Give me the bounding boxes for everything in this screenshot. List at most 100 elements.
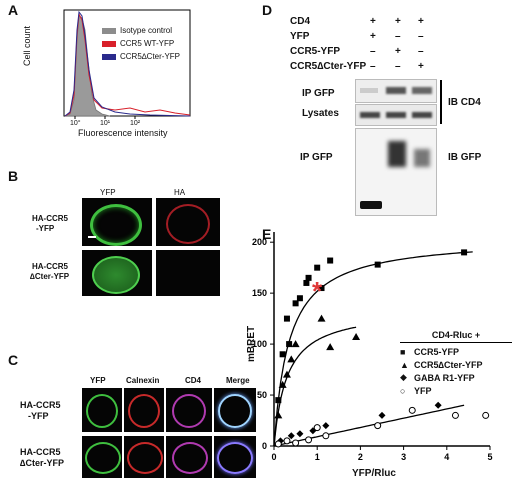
cond-mark: + (370, 16, 376, 27)
legend-item-isotype: Isotype control (102, 24, 180, 37)
data-point-circle (313, 424, 321, 432)
data-point-circle (408, 406, 416, 414)
panel-b-row1-label2: -YFP (36, 224, 55, 233)
panel-c-header-cd4: CD4 (185, 376, 202, 385)
panel-c-row2-label2: ∆Cter-YFP (20, 458, 65, 468)
panel-b-header-yfp: YFP (100, 188, 116, 197)
triangle-marker-icon: ▲ (400, 359, 409, 370)
blot-lysates (355, 104, 437, 126)
legend-label: CCR5 WT-YFP (120, 39, 175, 48)
panel-a-tick-1: 10¹ (100, 120, 111, 127)
data-point-triangle (282, 370, 291, 378)
data-point-circle (283, 437, 291, 445)
x-tick-label: 2 (358, 452, 363, 462)
data-point-circle (451, 411, 459, 419)
legend-item-dcter: CCR5∆Cter-YFP (102, 50, 180, 63)
ib-label-gfp: IB GFP (448, 152, 482, 163)
x-tick-label: 1 (315, 452, 320, 462)
panel-a-histogram (0, 0, 210, 140)
data-point-square (292, 300, 299, 307)
data-point-square (374, 261, 381, 268)
legend-item-ccr5dcter: ▲ CCR5∆Cter-YFP (400, 358, 512, 371)
data-point-diamond (322, 422, 330, 430)
cond-mark: – (418, 46, 424, 57)
legend-item-wt: CCR5 WT-YFP (102, 37, 180, 50)
b-yfp-image-2 (82, 250, 152, 296)
data-point-square (296, 295, 303, 302)
legend-item-gaba: ◆ GABA R1-YFP (400, 371, 512, 384)
legend-title: CD4-Rluc + (400, 330, 512, 343)
blot-ip-cd4 (355, 79, 437, 103)
y-tick-label: 100 (252, 339, 267, 349)
panel-c-header-yfp: YFP (90, 376, 106, 385)
data-point-square (303, 279, 310, 286)
cond-label-ccr5: CCR5-YFP (290, 46, 341, 57)
x-tick-label: 3 (401, 452, 406, 462)
data-point-triangle (274, 411, 283, 419)
cond-mark: + (395, 46, 401, 57)
cond-mark: – (418, 31, 424, 42)
histogram-frame (63, 9, 191, 117)
c-cd4-image-1 (166, 388, 212, 432)
ccr5-dcter-curve (64, 10, 191, 117)
data-point-diamond (434, 401, 442, 409)
panel-c-row2-label1: HA-CCR5 (20, 447, 61, 457)
cond-label-yfp: YFP (290, 31, 310, 42)
data-point-triangle (317, 314, 326, 322)
panel-a-letter: A (8, 2, 19, 18)
c-merge-image-1 (214, 388, 256, 432)
cond-mark: + (370, 31, 376, 42)
cond-mark: + (395, 16, 401, 27)
cond-label-ccr5dcter: CCR5∆Cter-YFP (290, 61, 367, 72)
fit-curve-0 (273, 251, 473, 447)
data-point-square (327, 257, 334, 264)
cond-mark: + (418, 61, 424, 72)
chart-xlabel: YFP/Rluc (352, 468, 396, 479)
panel-b-letter: B (8, 168, 19, 184)
legend-label: CCR5∆Cter-YFP (120, 52, 181, 61)
c-yfp-image-2 (82, 436, 122, 478)
data-point-square (275, 397, 282, 404)
panel-b-header-ha: HA (174, 188, 186, 197)
panel-a-tick-0: 10° (70, 120, 81, 127)
data-point-circle (274, 440, 282, 448)
cond-mark: – (395, 61, 401, 72)
panel-c-letter: C (8, 352, 19, 368)
panel-a-tick-2: 10² (130, 120, 141, 127)
diamond-marker-icon: ◆ (400, 372, 407, 382)
data-point-triangle (287, 355, 296, 363)
legend-label: CCR5-YFP (414, 346, 460, 357)
c-yfp-image-1 (82, 388, 122, 432)
data-point-square (286, 341, 293, 348)
legend-label: CCR5∆Cter-YFP (414, 359, 483, 370)
panel-b-row1-label1: HA-CCR5 (32, 214, 68, 223)
data-point-triangle (352, 332, 361, 340)
chart-ylabel: mBRET (246, 325, 257, 362)
data-point-triangle (291, 340, 300, 348)
blot-ip-gfp (355, 128, 437, 216)
data-point-diamond (296, 430, 304, 438)
c-calnexin-image-1 (124, 388, 164, 432)
c-calnexin-image-2 (124, 436, 164, 478)
panel-a-xlabel: Fluorescence intensity (78, 128, 168, 138)
ib-label-cd4: IB CD4 (448, 97, 481, 108)
legend-item-yfp: ○ YFP (400, 384, 512, 397)
legend-item-ccr5: ■ CCR5-YFP (400, 345, 512, 358)
data-point-diamond (287, 432, 295, 440)
data-point-circle (374, 422, 382, 430)
cond-mark: – (370, 46, 376, 57)
blot-label-ip-cd4: IP GFP (302, 88, 335, 99)
legend-swatch (102, 27, 116, 34)
circle-marker-icon: ○ (400, 385, 406, 396)
data-point-circle (292, 439, 300, 447)
legend-swatch (102, 40, 116, 47)
data-point-circle (322, 432, 330, 440)
data-point-square (314, 264, 321, 271)
blot-label-lysates: Lysates (302, 108, 339, 119)
b-yfp-image-1 (82, 198, 152, 246)
panel-a-legend: Isotype control CCR5 WT-YFP CCR5∆Cter-YF… (102, 24, 180, 63)
panel-c-header-merge: Merge (226, 376, 250, 385)
y-tick-label: 200 (252, 237, 267, 247)
histogram-svg (63, 9, 191, 119)
